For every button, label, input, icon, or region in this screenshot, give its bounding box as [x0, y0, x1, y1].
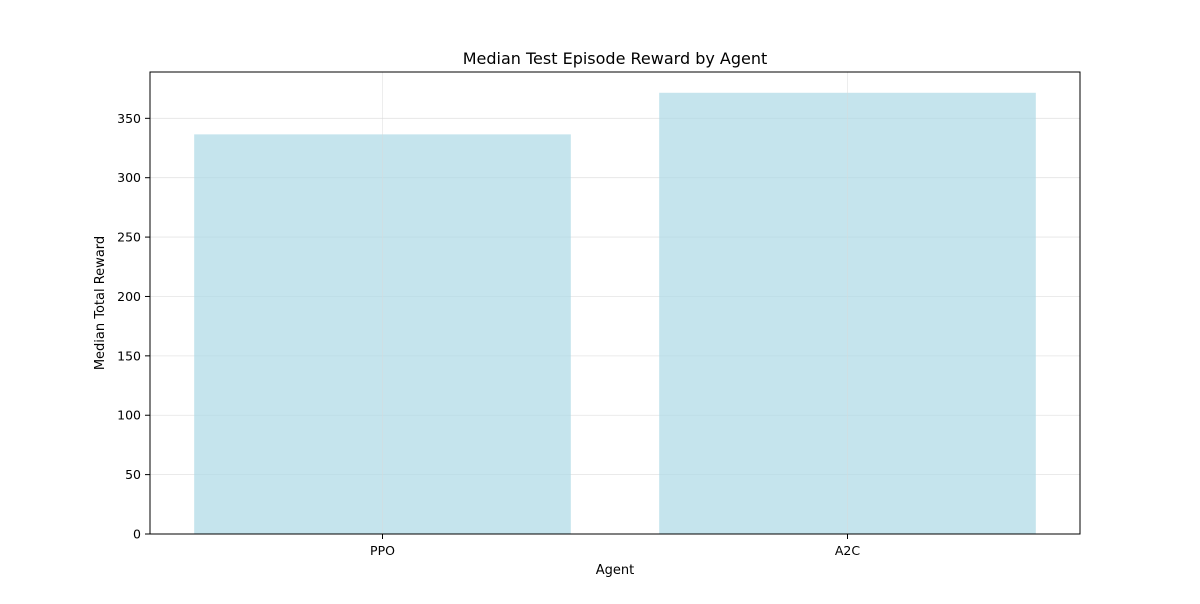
- y-tick-label: 200: [117, 289, 141, 304]
- y-tick-label: 0: [133, 527, 141, 542]
- x-tick-label: PPO: [370, 543, 395, 558]
- plot-frame: [149, 71, 1081, 535]
- y-tick-label: 350: [117, 111, 141, 126]
- y-axis-label: Median Total Reward: [93, 236, 108, 370]
- x-axis-label: Agent: [596, 563, 634, 578]
- y-axis-ticks: 0 50 100 150 200 250 300 350: [117, 111, 150, 542]
- y-tick-label: 50: [125, 467, 141, 482]
- x-axis-ticks: PPO A2C: [370, 534, 860, 558]
- y-tick-label: 250: [117, 230, 141, 245]
- vertical-grid-lines: [382, 72, 848, 534]
- x-tick-label: A2C: [835, 543, 861, 558]
- chart-title: Median Test Episode Reward by Agent: [463, 49, 768, 68]
- y-tick-label: 100: [117, 408, 141, 423]
- y-tick-label: 300: [117, 170, 141, 185]
- y-tick-label: 150: [117, 348, 141, 363]
